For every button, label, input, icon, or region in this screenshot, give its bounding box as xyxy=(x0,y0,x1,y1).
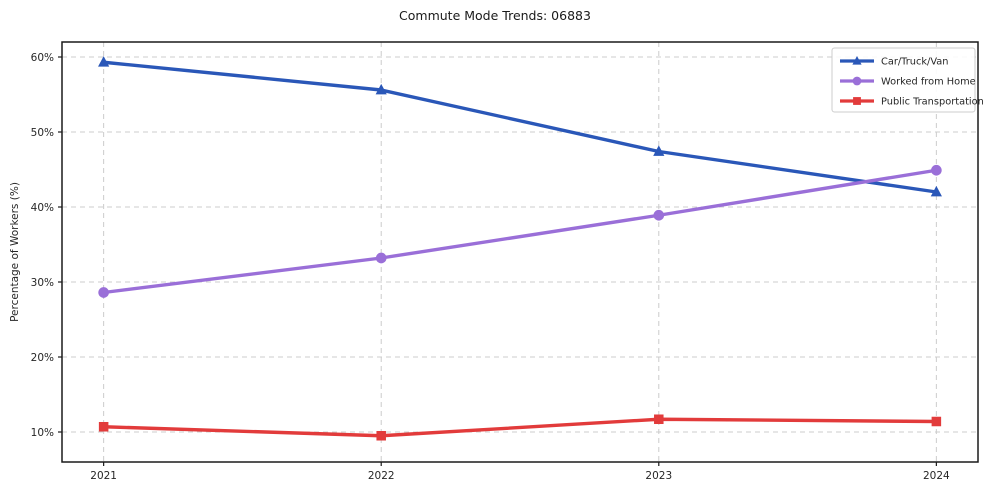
y-tick-label: 20% xyxy=(31,352,54,364)
legend-item-label: Public Transportation xyxy=(881,97,984,108)
square-marker xyxy=(654,414,664,425)
series-car-truck-van xyxy=(98,56,942,197)
plot-area xyxy=(62,42,978,462)
triangle-marker xyxy=(375,83,387,95)
legend: Car/Truck/Van Worked from Home Public Tran… xyxy=(831,47,984,113)
y-tick-label: 30% xyxy=(31,277,54,289)
square-marker xyxy=(98,421,109,432)
x-tick-label: 2022 xyxy=(368,470,395,482)
square-marker xyxy=(853,97,861,105)
circle-marker xyxy=(375,252,387,264)
series-line xyxy=(103,417,937,438)
x-tick-label: 2021 xyxy=(90,470,117,482)
legend-box xyxy=(831,47,976,113)
y-tick-label: 50% xyxy=(31,127,54,139)
chart-title: Commute Mode Trends: 06883 xyxy=(399,8,591,23)
legend-item: Public Transportation xyxy=(840,97,984,108)
legend-item: Car/Truck/Van xyxy=(840,55,948,68)
series-line xyxy=(103,168,937,295)
square-marker xyxy=(931,416,942,427)
series-worked-from-home xyxy=(98,164,942,298)
triangle-marker xyxy=(930,185,942,197)
circle-marker xyxy=(852,76,862,86)
x-tick-label: 2024 xyxy=(923,470,950,482)
x-tick-label: 2023 xyxy=(645,470,672,482)
series-line xyxy=(103,60,937,194)
y-tick-label: 40% xyxy=(31,202,54,214)
circle-marker xyxy=(653,209,665,221)
legend-item-label: Worked from Home xyxy=(881,77,976,88)
legend-item-label: Car/Truck/Van xyxy=(881,57,948,68)
triangle-marker xyxy=(852,55,862,65)
y-tick-label: 10% xyxy=(31,427,54,439)
circle-marker xyxy=(98,287,109,298)
circle-marker xyxy=(931,164,942,176)
plot-border xyxy=(61,41,979,463)
series-public-transportation xyxy=(98,414,942,441)
square-marker xyxy=(376,430,386,441)
triangle-marker xyxy=(653,145,665,156)
triangle-marker xyxy=(98,56,110,67)
y-tick-label: 60% xyxy=(31,52,54,64)
legend-item: Worked from Home xyxy=(840,77,976,88)
